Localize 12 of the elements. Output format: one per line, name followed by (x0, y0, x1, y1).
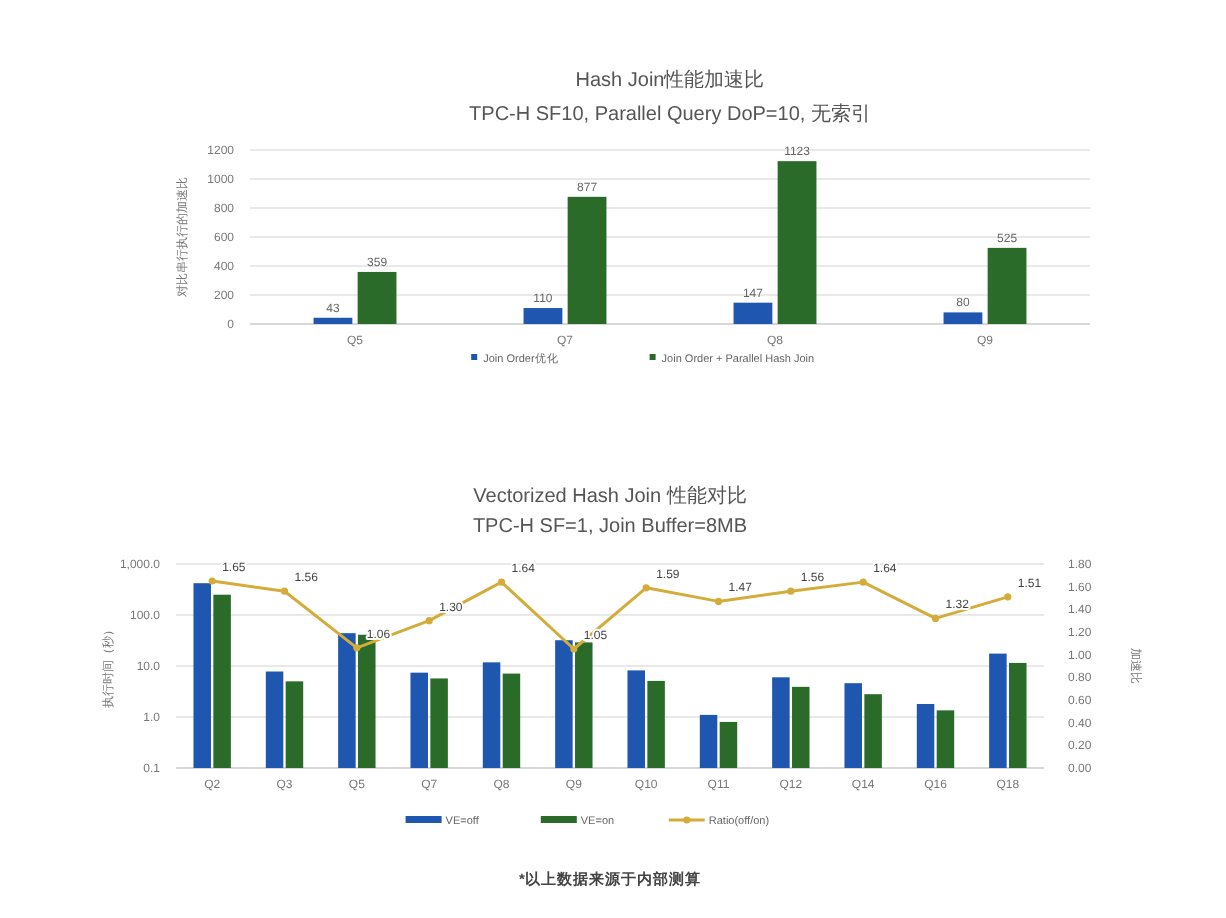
bar (313, 317, 353, 324)
bar (987, 247, 1027, 324)
bar (567, 196, 607, 324)
chart-title: Vectorized Hash Join 性能对比 (473, 484, 747, 508)
bar (943, 312, 983, 324)
bar (733, 302, 773, 324)
chart-subtitle: TPC-H SF10, Parallel Query DoP=10, 无索引 (469, 102, 871, 126)
bar (523, 308, 563, 324)
bar (357, 271, 397, 324)
chart-title: Hash Join性能加速比 (575, 68, 765, 92)
chart-subtitle: TPC-H SF=1, Join Buffer=8MB (472, 516, 748, 538)
bar (777, 161, 817, 324)
